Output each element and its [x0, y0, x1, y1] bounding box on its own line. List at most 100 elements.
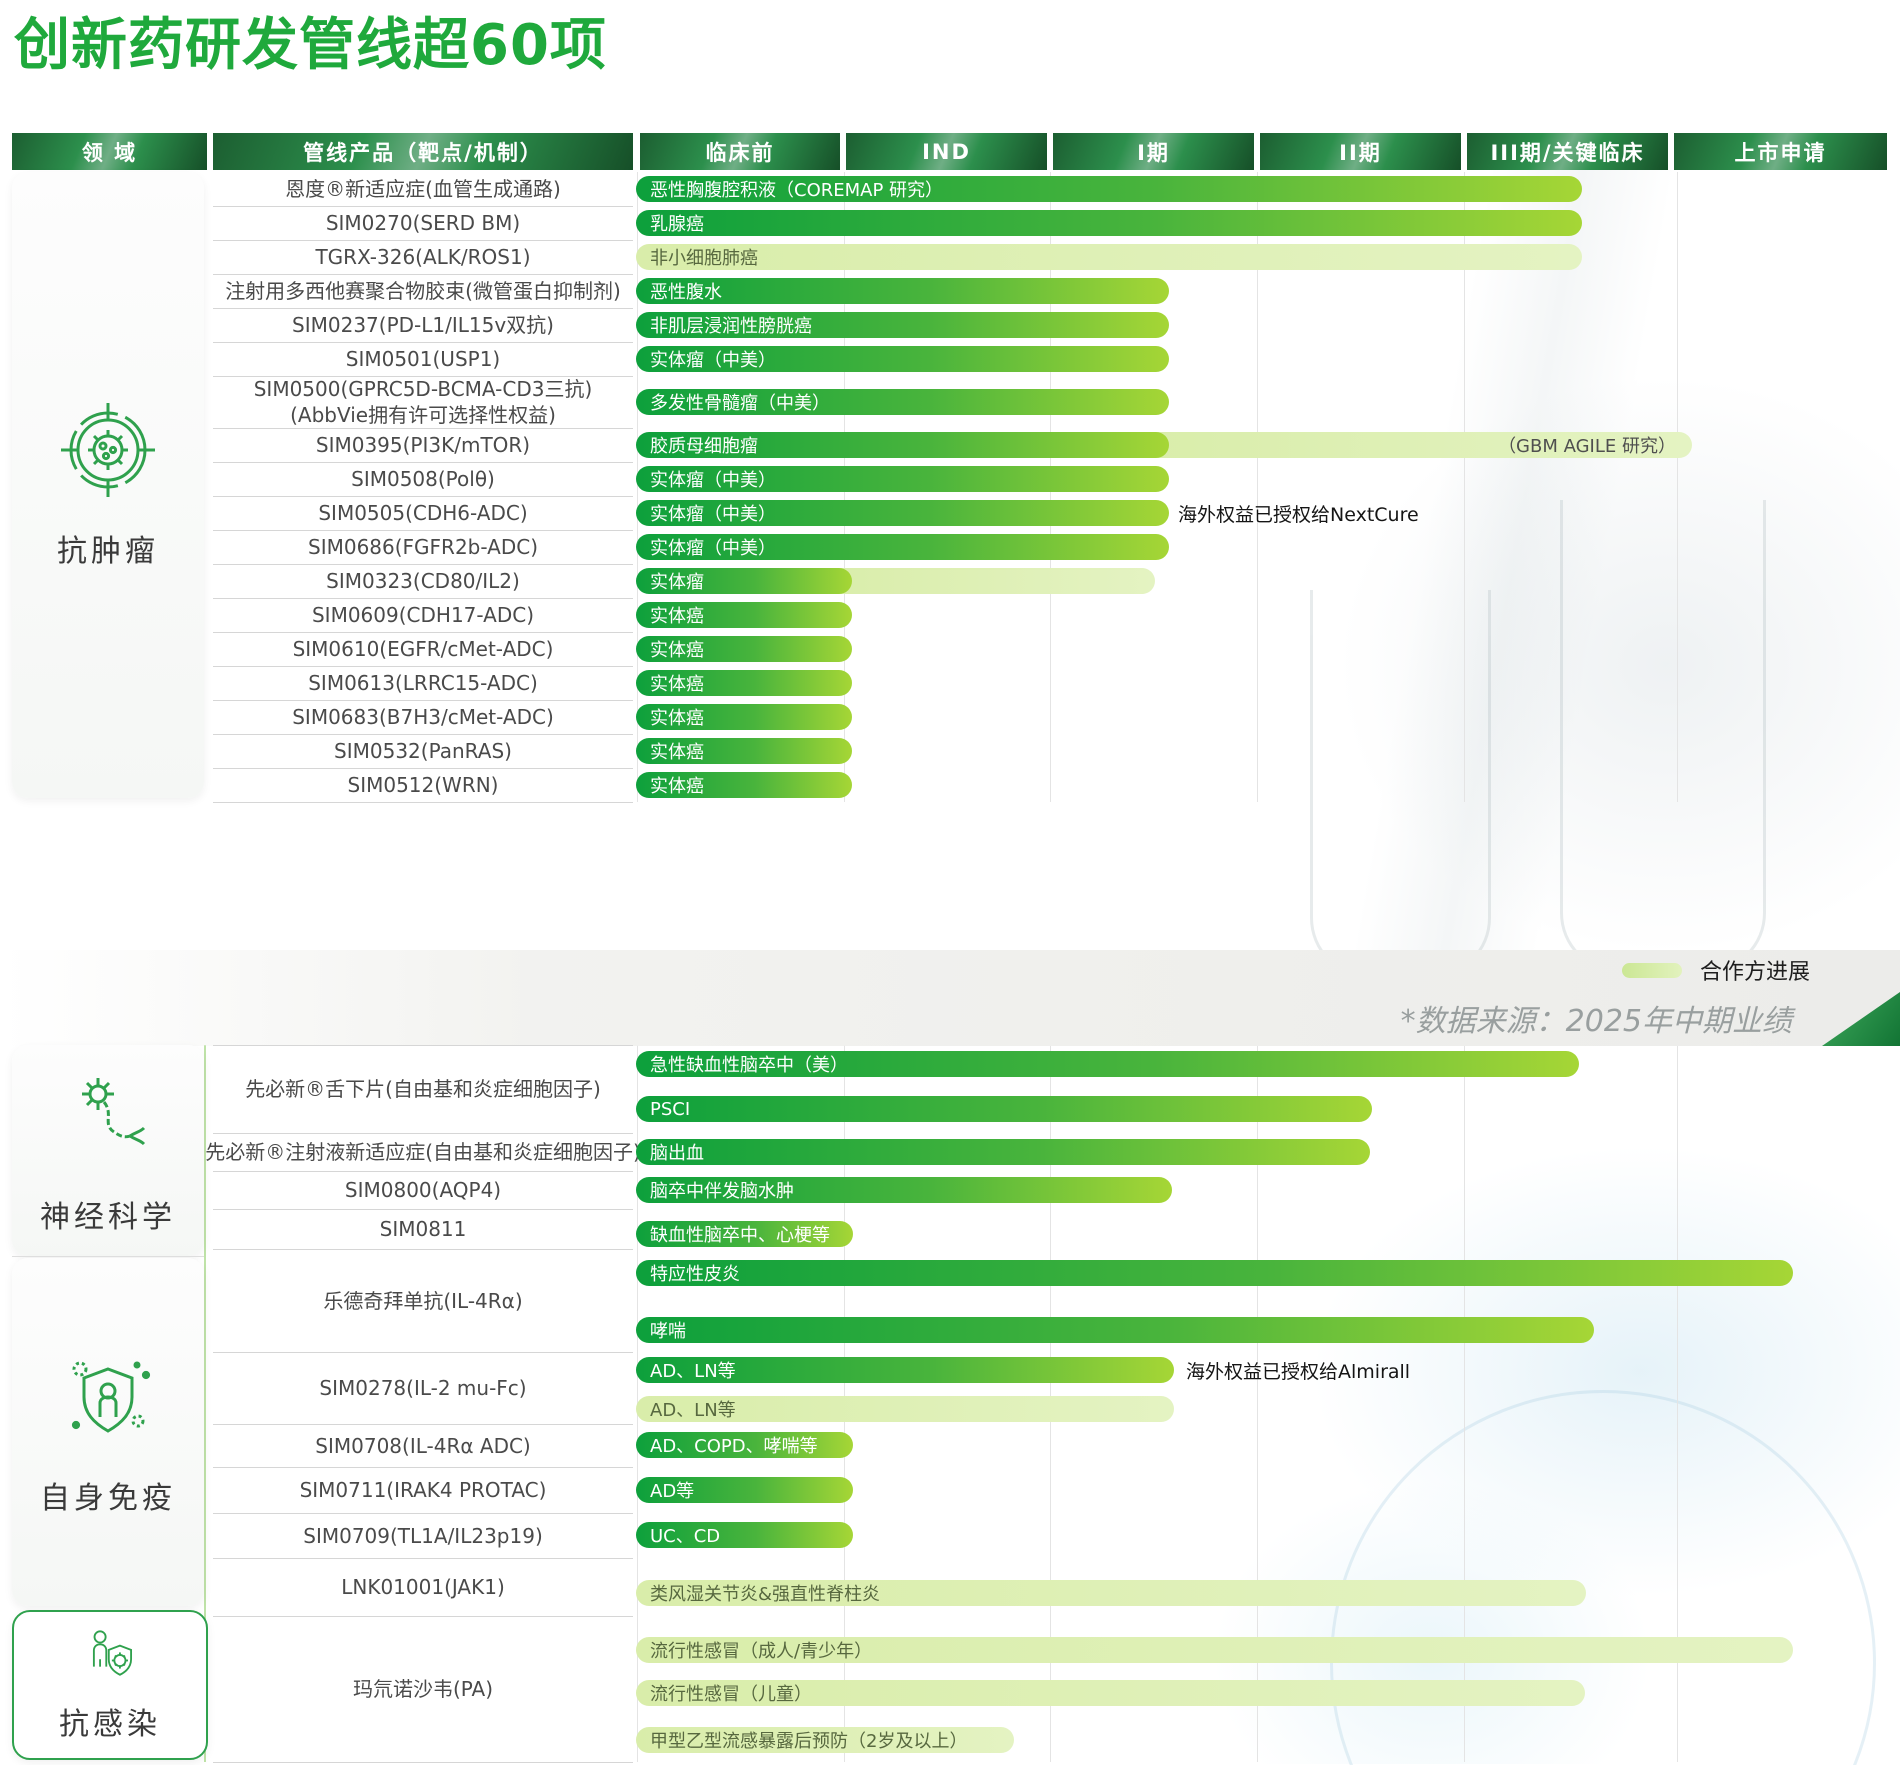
- column-header: I期: [1053, 133, 1254, 170]
- pipeline-bar: 恶性腹水: [636, 278, 1169, 304]
- product-label: 先必新®舌下片(自由基和炎症细胞因子): [213, 1045, 633, 1133]
- product-label: SIM0711(IRAK4 PROTAC): [213, 1467, 633, 1513]
- product-label-line: SIM0323(CD80/IL2): [326, 569, 520, 593]
- row-divider: [213, 768, 633, 769]
- product-label-line: SIM0512(WRN): [347, 773, 499, 797]
- pipeline-bar: 流行性感冒（成人/青少年）: [636, 1637, 1793, 1663]
- pipeline-bar: 脑卒中伴发脑水肿: [636, 1177, 1172, 1203]
- product-label-line: SIM0709(TL1A/IL23p19): [303, 1523, 543, 1548]
- column-header-label: 领 域: [81, 140, 138, 165]
- bar-label: AD、LN等: [650, 1361, 736, 1382]
- bar-label: 脑卒中伴发脑水肿: [650, 1181, 794, 1202]
- bar-label: AD、LN等: [650, 1400, 736, 1421]
- bar-label: 实体癌: [650, 776, 704, 797]
- row-divider: [213, 1558, 633, 1559]
- row-divider: [213, 496, 633, 497]
- bar-label: 实体癌: [650, 606, 704, 627]
- pipeline-bar: UC、CD: [636, 1522, 853, 1548]
- column-header: III期/关键临床: [1467, 133, 1668, 170]
- pipeline-bar: 非肌层浸润性膀胱癌: [636, 312, 1169, 338]
- bar-label: 类风湿关节炎&强直性脊柱炎: [650, 1584, 881, 1605]
- pipeline-bar: 胶质母细胞瘤: [636, 432, 1169, 458]
- test-tube-decoration: [1560, 500, 1766, 973]
- product-label: SIM0709(TL1A/IL23p19): [213, 1513, 633, 1558]
- bar-label: 恶性胸腹腔积液（COREMAP 研究）: [650, 180, 944, 201]
- row-divider: [213, 1133, 633, 1134]
- pipeline-bar: 实体癌: [636, 738, 852, 764]
- product-label: 乐德奇拜单抗(IL-4Rα): [213, 1249, 633, 1352]
- row-divider: [213, 734, 633, 735]
- product-label-line: 先必新®舌下片(自由基和炎症细胞因子): [245, 1077, 601, 1101]
- pipeline-bar: 类风湿关节炎&强直性脊柱炎: [636, 1580, 1586, 1606]
- pipeline-bar: 哮喘: [636, 1317, 1594, 1343]
- column-header-label: III期/关键临床: [1490, 140, 1645, 165]
- pipeline-bar: 实体瘤（中美）: [636, 534, 1169, 560]
- bar-label: 甲型乙型流感暴露后预防（2岁及以上）: [650, 1731, 968, 1752]
- bar-label: 实体瘤（中美）: [650, 350, 776, 371]
- product-label: 注射用多西他赛聚合物胶束(微管蛋白抑制剂): [213, 274, 633, 308]
- pipeline-bar: AD、LN等: [636, 1357, 1174, 1383]
- pipeline-bar: 流行性感冒（儿童）: [636, 1680, 1585, 1706]
- row-divider: [213, 1424, 633, 1425]
- column-header: 领 域: [12, 133, 207, 170]
- bar-label: 非肌层浸润性膀胱癌: [650, 316, 812, 337]
- bar-label: UC、CD: [650, 1526, 721, 1547]
- product-label: SIM0278(IL-2 mu-Fc): [213, 1352, 633, 1424]
- product-label-line: SIM0711(IRAK4 PROTAC): [299, 1478, 547, 1502]
- product-label: SIM0323(CD80/IL2): [213, 564, 633, 598]
- area-card: 抗肿瘤: [12, 172, 204, 798]
- product-label-line: 注射用多西他赛聚合物胶束(微管蛋白抑制剂): [225, 279, 621, 303]
- legend: 合作方进展: [1622, 954, 1810, 986]
- area-card-divider: [12, 1256, 204, 1257]
- phase-gridline: [637, 172, 638, 802]
- product-label: 先必新®注射液新适应症(自由基和炎症细胞因子): [205, 1133, 641, 1171]
- bar-label: 哮喘: [650, 1321, 686, 1342]
- column-header: II期: [1260, 133, 1461, 170]
- bar-label: 多发性骨髓瘤（中美）: [650, 393, 830, 414]
- row-divider: [213, 240, 633, 241]
- green-corner-decoration: [1822, 992, 1900, 1046]
- bar-label: AD等: [650, 1481, 695, 1502]
- bar-label: 实体癌: [650, 674, 704, 695]
- product-label-line: SIM0609(CDH17-ADC): [311, 603, 535, 627]
- bar-label: 特应性皮炎: [650, 1264, 740, 1285]
- product-label-line: 恩度®新适应症(血管生成通路): [285, 177, 561, 201]
- row-divider: [213, 274, 633, 275]
- area-label: 自身免疫: [40, 1481, 176, 1516]
- product-label-line: SIM0395(PI3K/mTOR): [315, 433, 531, 457]
- product-label: SIM0609(CDH17-ADC): [213, 598, 633, 632]
- row-divider: [213, 1616, 633, 1617]
- product-label: 恩度®新适应症(血管生成通路): [213, 172, 633, 206]
- bar-label: 胶质母细胞瘤: [650, 436, 758, 457]
- bar-label: 缺血性脑卒中、心梗等: [650, 1225, 830, 1246]
- bar-annotation: 海外权益已授权给Almirall: [1186, 1360, 1411, 1383]
- bar-label: AD、COPD、哮喘等: [650, 1436, 818, 1457]
- product-label: SIM0505(CDH6-ADC): [213, 496, 633, 530]
- bar-label: 急性缺血性脑卒中（美）: [650, 1055, 848, 1076]
- pipeline-bar: 甲型乙型流感暴露后预防（2岁及以上）: [636, 1727, 1014, 1753]
- bar-label: 非小细胞肺癌: [650, 248, 758, 269]
- column-header-label: 上市申请: [1734, 140, 1827, 165]
- bar-label: PSCI: [650, 1098, 691, 1120]
- product-label: SIM0708(IL-4Rα ADC): [213, 1424, 633, 1467]
- area-separator-line: [204, 1045, 206, 1762]
- lab-glassware-decoration: [1120, 170, 1900, 995]
- product-label: SIM0512(WRN): [213, 768, 633, 802]
- product-label: SIM0613(LRRC15-ADC): [213, 666, 633, 700]
- pipeline-bar: 实体癌: [636, 636, 852, 662]
- bar-label: 恶性腹水: [650, 282, 722, 303]
- pipeline-bar: PSCI: [636, 1096, 1372, 1122]
- bar-label: 流行性感冒（儿童）: [650, 1684, 812, 1705]
- product-label: LNK01001(JAK1): [213, 1558, 633, 1616]
- product-label-line: SIM0237(PD-L1/IL15v双抗): [292, 313, 554, 337]
- row-divider: [213, 802, 633, 803]
- bar-label: 实体瘤（中美）: [650, 470, 776, 491]
- pipeline-bar: 实体瘤（中美）: [636, 466, 1169, 492]
- pipeline-bar: AD、LN等: [636, 1396, 1174, 1422]
- product-label: SIM0500(GPRC5D-BCMA-CD3三抗) (AbbVie拥有许可选择性…: [213, 376, 633, 428]
- row-divider: [213, 700, 633, 701]
- row-divider: [213, 1045, 633, 1046]
- row-divider: [213, 428, 633, 429]
- product-label-line: 玛氘诺沙韦(PA): [352, 1677, 494, 1701]
- pipeline-bar: AD、COPD、哮喘等: [636, 1432, 853, 1458]
